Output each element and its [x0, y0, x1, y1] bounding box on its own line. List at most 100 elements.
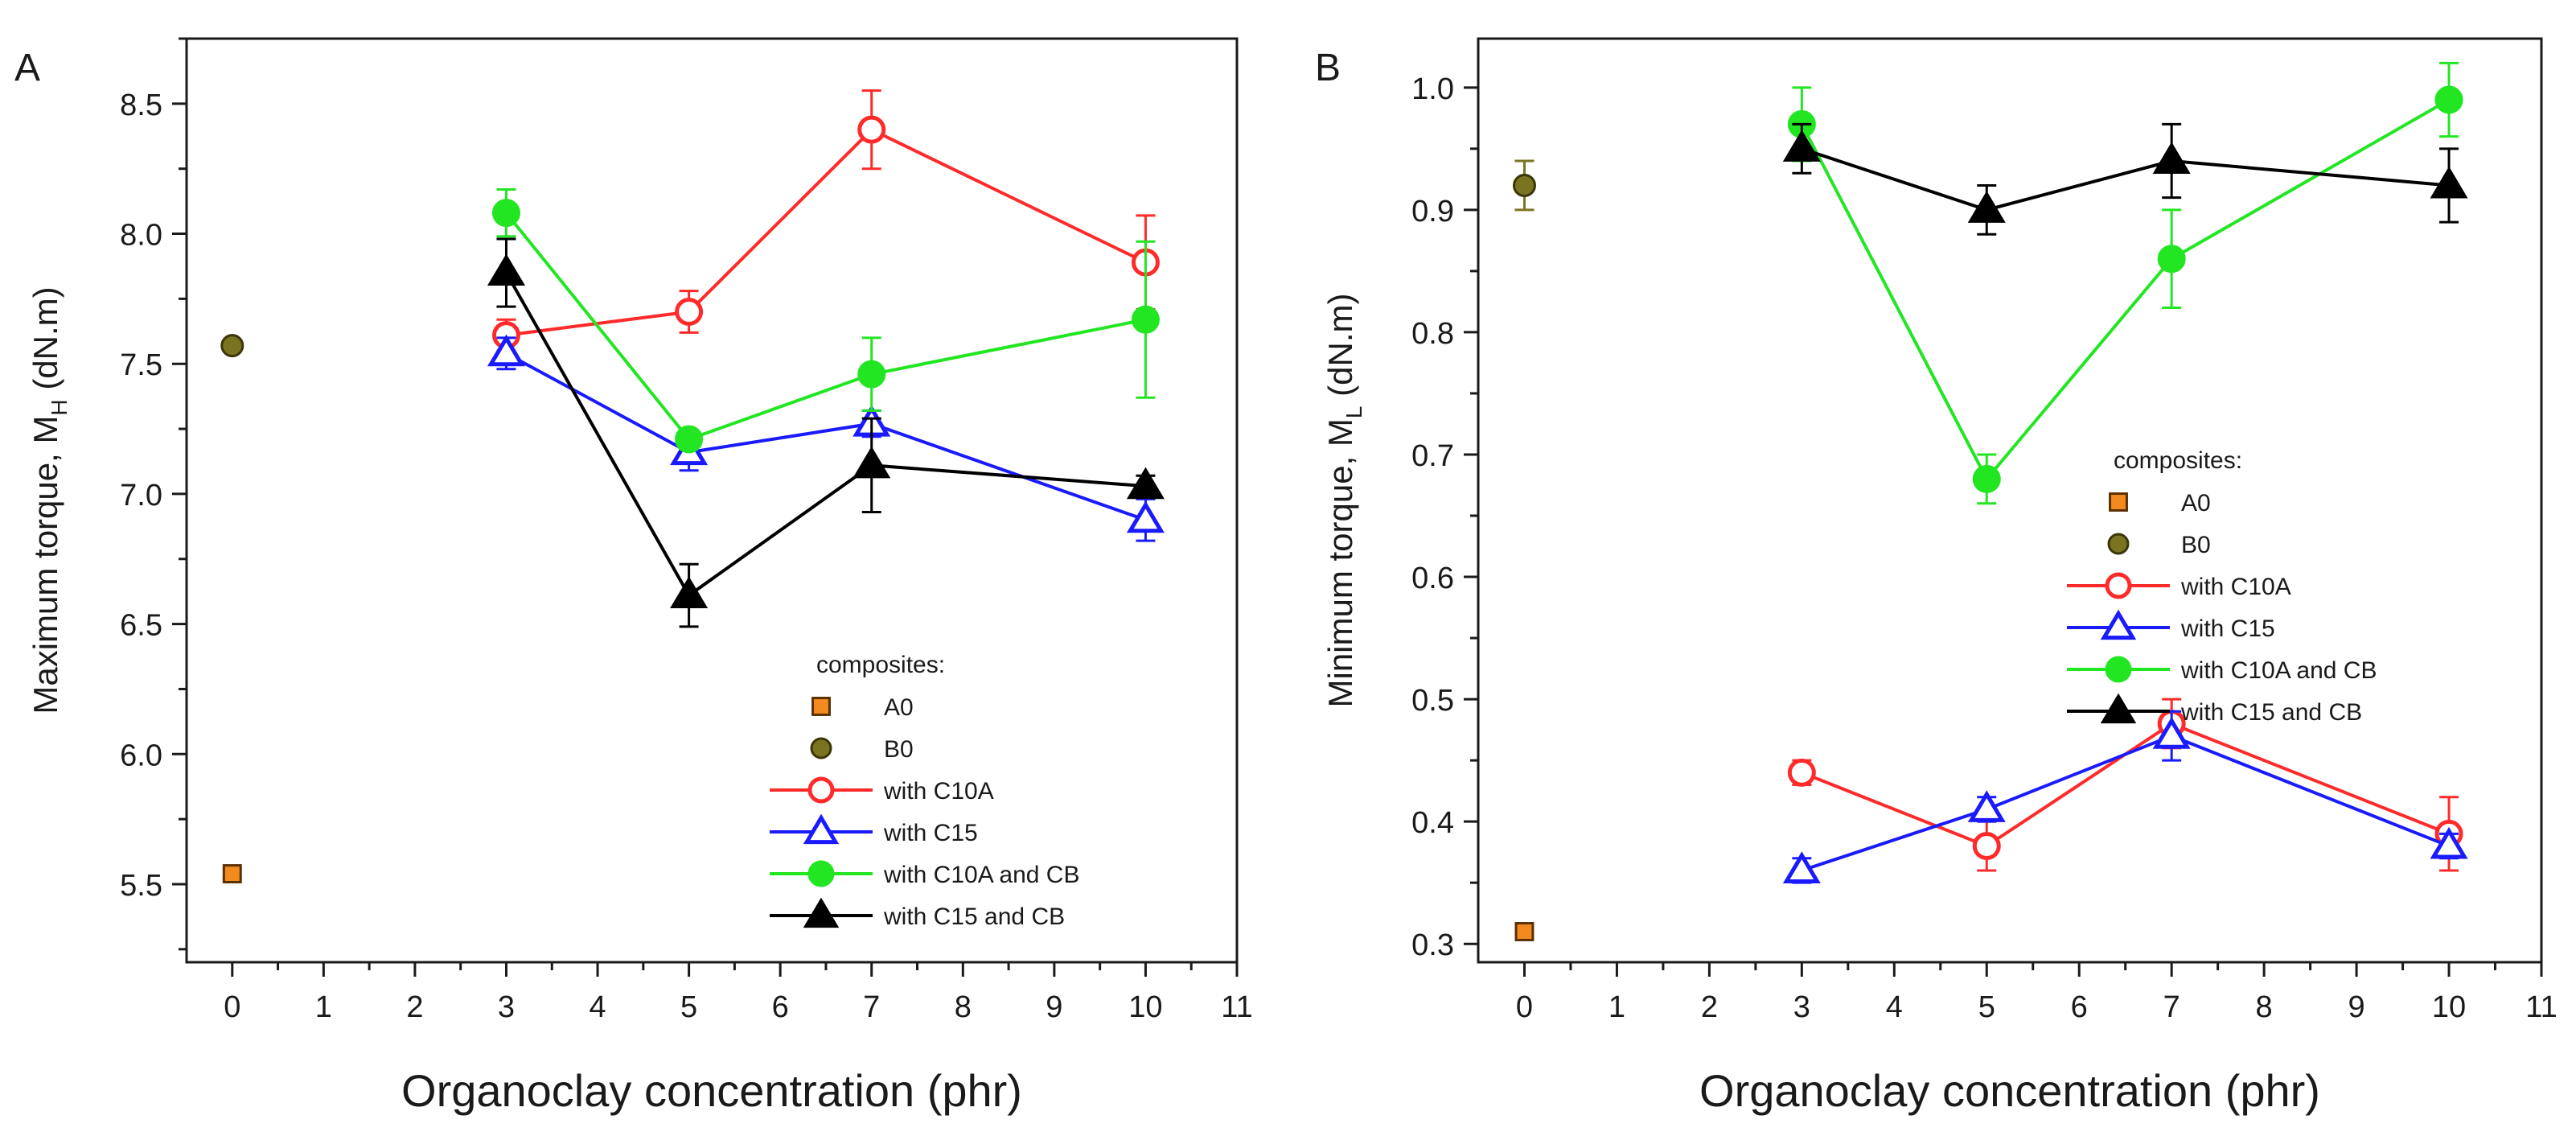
panel-a-legend-marker: [807, 860, 835, 887]
panel-b-legend-entry-with-c10a: with C10A: [2067, 572, 2291, 600]
panel-a-legend-label: with C10A: [883, 778, 994, 805]
panel-a-point-b0: [220, 334, 244, 358]
panel-b-y-tick-label: 0.3: [1411, 928, 1454, 962]
panel-a-x-tick-label: 5: [680, 990, 697, 1024]
panel-b-x-tick-label: 7: [2163, 990, 2180, 1024]
panel-a-y-tick-label: 8.5: [120, 88, 162, 122]
panel-a-x-tick-label: 3: [498, 990, 515, 1024]
panel-a-legend-label: with C15: [883, 820, 978, 846]
panel-a-y-tick-label: 5.5: [120, 869, 162, 903]
panel-b-legend-marker: [2100, 609, 2137, 640]
panel-a-x-tick-label: 11: [1221, 990, 1252, 1024]
panel-a-point-with-c10a-and-cb: [1131, 305, 1160, 334]
panel-b-legend-label: with C10A and CB: [2180, 657, 2377, 684]
panel-a-legend-entry-with-c10a-and-cb: with C10A and CB: [770, 860, 1079, 888]
panel-a-letter: A: [14, 47, 40, 89]
panel-b-point-with-c15: [2430, 826, 2468, 859]
panel-a-legend-title: composites:: [816, 652, 945, 678]
panel-a-legend: composites: A0 B0 with C10A with C15 with C10…: [770, 652, 1079, 930]
panel-a-legend-label: B0: [884, 736, 914, 763]
panel-b-legend-title: composites:: [2114, 447, 2242, 474]
panel-a-legend-entry-b0: B0: [810, 736, 914, 763]
panel-b-y-axis-title-subscript: L: [1341, 406, 1366, 419]
panel-b-legend-marker: [2100, 693, 2137, 724]
panel-a-legend-entry-with-c15: with C15: [770, 813, 978, 846]
panel-a-y-axis-title: Maximum torque, MH (dN.m): [27, 286, 72, 714]
panel-a-x-tick-label: 10: [1128, 990, 1162, 1024]
panel-b-legend-entry-a0: A0: [2109, 490, 2211, 517]
panel-a-point-with-c10a-and-cb: [675, 425, 704, 454]
panel-a-y-tick-label: 7.0: [120, 479, 162, 512]
panel-b-x-tick-label: 3: [1793, 990, 1810, 1024]
panel-b-legend-label: with C15 and CB: [2180, 699, 2362, 726]
panel-b-point-with-c10a-and-cb: [1972, 464, 2001, 493]
panel-b-legend-label: with C10A: [2180, 574, 2291, 600]
panel-a-legend-entry-with-c10a: with C10A: [770, 776, 994, 805]
panel-b-x-tick-label: 0: [1516, 990, 1533, 1024]
panel-a: A0 1 2 3 4 5 6 7 8 9 10 115.56.06.57.07.58.08.5Orga…: [14, 37, 1253, 1116]
panel-b-line-with-c15-and-cb: [1801, 146, 2450, 212]
panel-a-legend-marker: [803, 897, 840, 928]
panel-a-legend-marker: [803, 813, 840, 845]
panel-b-x-tick-label: 11: [2525, 990, 2557, 1024]
panel-a-point-with-c15-and-cb: [1126, 467, 1165, 500]
panel-b-y-axis-title: Minimum torque, ML (dN.m): [1321, 294, 1366, 708]
panel-b-letter: B: [1315, 47, 1341, 89]
panel-b-x-tick-label: 6: [2071, 990, 2088, 1024]
panel-a-y-axis-title-main: Maximum torque, M: [27, 416, 64, 714]
panel-b-y-tick-label: 0.6: [1411, 562, 1454, 595]
panel-b-legend-entry-with-c10a-and-cb: with C10A and CB: [2067, 656, 2377, 684]
panel-a-line-with-c10a: [506, 127, 1147, 337]
panel-b-series-with-c15-and-cb: [1782, 122, 2468, 236]
panel-b-point-with-c15: [2152, 717, 2191, 749]
panel-b-plot-frame: [1477, 37, 2543, 964]
panel-a-point-with-c10a: [857, 115, 886, 144]
panel-b-point-b0: [1512, 173, 1536, 197]
panel-b-point-with-c15-and-cb: [1782, 130, 1821, 162]
panel-a-x-tick-label: 1: [315, 990, 332, 1024]
panel-b-series-with-c15: [1782, 710, 2468, 884]
panel-b-legend-marker: [2109, 492, 2128, 512]
panel-a-legend-label: with C10A and CB: [883, 862, 1079, 888]
panel-a-x-tick-label: 2: [406, 990, 423, 1024]
panel-a-line-with-c15: [505, 352, 1147, 522]
panel-b-point-with-c15-and-cb: [1967, 191, 2006, 223]
panel-a-y-tick-label: 6.0: [120, 739, 162, 772]
panel-a-x-tick-label: 9: [1046, 990, 1062, 1024]
panel-a-point-with-c15-and-cb: [853, 446, 891, 479]
panel-b-point-with-c10a-and-cb: [2157, 245, 2186, 274]
panel-a-series-with-c10a-and-cb: [491, 188, 1160, 454]
panel-b-legend-marker: [2105, 656, 2132, 683]
panel-a-legend-entry-with-c15-and-cb: with C15 and CB: [770, 897, 1065, 930]
panel-b-point-a0: [1514, 922, 1535, 941]
panel-a-y-tick-label: 7.5: [120, 348, 162, 382]
panel-a-series-with-c10a: [491, 89, 1160, 352]
panel-b-y-tick-label: 0.4: [1411, 806, 1454, 840]
panel-b-legend-marker: [2107, 533, 2130, 555]
panel-b-series-with-c10a-and-cb: [1787, 61, 2463, 505]
panel-a-legend-entry-a0: A0: [811, 694, 914, 721]
panel-a-point-with-c10a-and-cb: [491, 199, 520, 228]
panel-b-x-tick-label: 5: [1978, 990, 1995, 1024]
panel-b-x-axis-title: Organoclay concentration (phr): [1699, 1065, 2320, 1116]
panel-b-x-tick-label: 1: [1608, 990, 1625, 1024]
panel-a-series-with-c15: [487, 334, 1165, 542]
panel-a-x-axis-title: Organoclay concentration (phr): [401, 1065, 1022, 1116]
panel-b-x-tick-label: 8: [2256, 990, 2273, 1024]
panel-b-y-tick-label: 0.7: [1411, 439, 1454, 473]
panel-a-line-with-c15-and-cb: [504, 272, 1146, 598]
panel-a-series-a0: [222, 864, 242, 884]
panel-b-x-tick-label: 2: [1701, 990, 1718, 1024]
panel-b-line-with-c15: [1801, 734, 2450, 872]
panel-b-x-tick-label: 4: [1886, 990, 1903, 1024]
panel-a-legend-marker: [811, 697, 831, 716]
panel-a-series-b0: [220, 334, 244, 358]
panel-b-legend-entry-with-c15: with C15: [2067, 609, 2275, 642]
panel-a-line-with-c10a-and-cb: [504, 212, 1146, 442]
panel-a-point-with-c15-and-cb: [487, 253, 525, 286]
panel-b-y-tick-label: 0.9: [1411, 195, 1454, 228]
panel-b-point-with-c15-and-cb: [2152, 142, 2191, 175]
panel-b-y-axis-title-unit: (dN.m): [1321, 294, 1359, 406]
panel-a-legend-marker: [807, 776, 835, 804]
